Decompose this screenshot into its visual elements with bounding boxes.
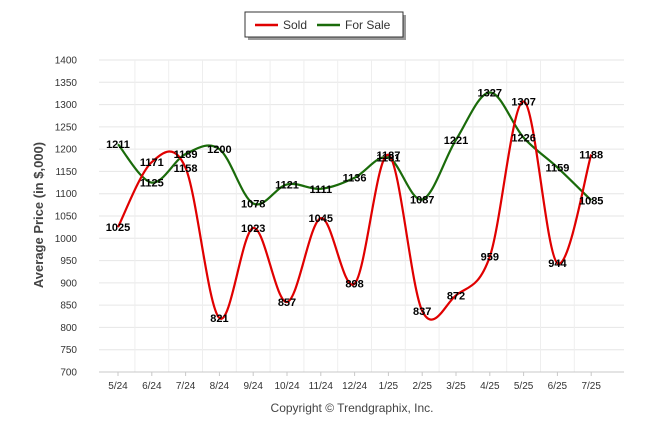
for-sale-data-label: 1111 xyxy=(309,184,332,196)
for-sale-data-label: 1327 xyxy=(478,88,502,100)
sold-data-label: 1025 xyxy=(106,222,130,234)
sold-data-label: 1307 xyxy=(511,96,535,108)
sold-data-label: 898 xyxy=(345,279,363,291)
y-tick-label: 1350 xyxy=(55,78,78,89)
data-labels: 1025 1171 1158 821 1023 857 1045 898 1187 837 872 9… xyxy=(106,88,604,326)
y-tick-label: 1100 xyxy=(55,189,77,200)
sold-data-label: 857 xyxy=(278,297,296,309)
x-tick-label: 5/24 xyxy=(108,381,128,392)
y-axis-title: Average Price (in $,000) xyxy=(31,142,46,288)
legend: Sold For Sale xyxy=(244,11,406,40)
y-tick-label: 800 xyxy=(60,323,77,334)
sold-data-label: 837 xyxy=(413,306,431,318)
legend-for-sale-label: For Sale xyxy=(345,18,391,32)
for-sale-data-label: 1211 xyxy=(106,139,130,151)
x-tick-label: 2/25 xyxy=(412,381,432,392)
sold-data-label: 1045 xyxy=(309,213,333,225)
sold-data-label: 944 xyxy=(548,258,567,270)
for-sale-data-label: 1121 xyxy=(275,179,299,191)
y-tick-label: 1250 xyxy=(55,122,78,133)
x-tick-label: 4/25 xyxy=(480,381,500,392)
y-tick-label: 900 xyxy=(60,278,77,289)
x-tick-label: 6/24 xyxy=(142,381,162,392)
x-tick-label: 6/25 xyxy=(548,381,568,392)
for-sale-series-line xyxy=(117,91,592,206)
y-tick-label: 1300 xyxy=(55,100,78,111)
for-sale-data-label: 1159 xyxy=(545,162,569,174)
for-sale-data-label: 1200 xyxy=(207,144,231,156)
y-tick-label: 1150 xyxy=(55,167,77,178)
for-sale-data-label: 1085 xyxy=(579,195,603,207)
for-sale-data-label: 1125 xyxy=(140,178,164,190)
y-tick-label: 950 xyxy=(60,256,77,267)
grid xyxy=(99,59,624,373)
copyright-text: Copyright © Trendgraphix, Inc. xyxy=(271,401,434,415)
sold-data-label: 959 xyxy=(481,252,499,264)
y-tick-label: 850 xyxy=(60,301,77,312)
sold-data-label: 1187 xyxy=(376,150,400,162)
x-tick-label: 8/24 xyxy=(210,381,230,392)
sold-data-label: 1188 xyxy=(579,149,603,161)
sold-data-label: 821 xyxy=(210,313,228,325)
axes: 700 750 800 850 900 950 1000 1050 1100 1150 1200 12… xyxy=(55,56,624,392)
y-tick-label: 1400 xyxy=(55,56,78,67)
x-tick-label: 1/25 xyxy=(379,381,399,392)
y-tick-label: 1000 xyxy=(55,234,78,245)
for-sale-data-label: 1189 xyxy=(174,149,198,161)
sold-series-line xyxy=(117,100,593,321)
y-tick-label: 700 xyxy=(60,368,77,379)
for-sale-data-label: 1181 xyxy=(376,153,400,165)
x-tick-label: 11/24 xyxy=(309,381,334,392)
x-tick-label: 9/24 xyxy=(243,381,263,392)
for-sale-data-label: 1226 xyxy=(511,133,535,145)
for-sale-data-label: 1078 xyxy=(241,199,265,211)
series-lines xyxy=(117,91,593,321)
x-tick-label: 3/25 xyxy=(446,381,466,392)
x-tick-label: 7/24 xyxy=(176,381,196,392)
y-tick-label: 1200 xyxy=(55,145,78,156)
for-sale-data-label: 1136 xyxy=(343,173,367,185)
sold-data-label: 872 xyxy=(447,290,465,302)
x-tick-label: 5/25 xyxy=(514,381,534,392)
legend-sold-label: Sold xyxy=(283,18,307,32)
sold-data-label: 1171 xyxy=(140,157,164,169)
x-tick-label: 7/25 xyxy=(581,381,601,392)
sold-data-label: 1023 xyxy=(241,223,265,235)
x-tick-label: 12/24 xyxy=(342,381,367,392)
x-tick-label: 10/24 xyxy=(274,381,299,392)
for-sale-data-label: 1221 xyxy=(444,135,468,147)
sold-data-label: 1158 xyxy=(174,163,198,175)
y-tick-label: 1050 xyxy=(55,212,78,223)
for-sale-data-label: 1087 xyxy=(410,195,434,207)
y-tick-label: 750 xyxy=(60,345,77,356)
